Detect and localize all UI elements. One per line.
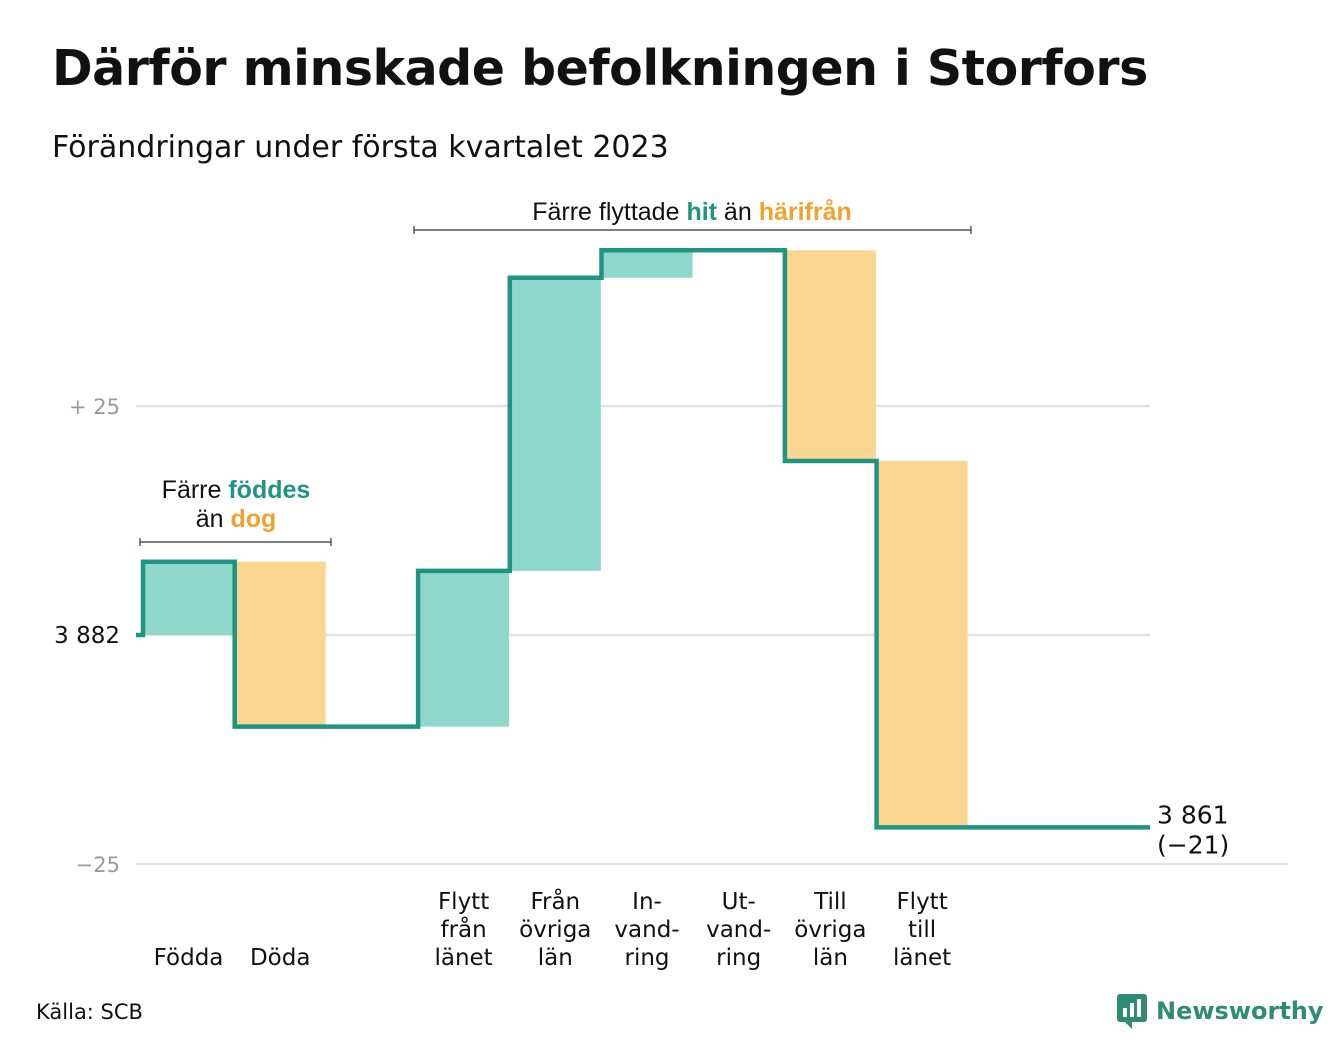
category-label: till: [908, 917, 936, 943]
chart-title: Därför minskade befolkningen i Storfors: [52, 40, 1148, 97]
waterfall-bar: [876, 460, 968, 828]
y-tick-label: + 25: [69, 395, 120, 419]
annotation-emphasis: föddes: [228, 476, 310, 504]
annotation-text: Färre: [162, 476, 229, 504]
category-label: Från: [530, 887, 580, 915]
waterfall-step-line: [136, 248, 1150, 830]
annotation-births-line1: Färre föddes: [162, 476, 311, 504]
category-label: från: [440, 915, 486, 943]
category-label: län: [813, 945, 848, 971]
annotation-emphasis: hit: [686, 198, 717, 226]
y-tick-label: 3 882: [54, 623, 120, 649]
category-label: ring: [624, 945, 669, 971]
category-label: länet: [434, 945, 492, 971]
waterfall-bar: [601, 250, 693, 278]
category-label: övriga: [794, 917, 866, 943]
annotation-births-line2: än dog: [196, 505, 277, 533]
chart-subtitle: Förändringar under första kvartalet 2023: [52, 130, 669, 165]
category-label: In-: [632, 889, 662, 915]
annotation-text: Färre flyttade: [532, 198, 686, 226]
category-label: länet: [893, 945, 951, 971]
category-label: Flytt: [896, 889, 947, 915]
annotation-migration: Färre flyttade hit än härifrån: [532, 198, 852, 226]
end-change-label: (−21): [1157, 830, 1229, 859]
category-label: Döda: [250, 945, 310, 971]
category-label: Flytt: [438, 889, 489, 915]
annotation-emphasis: härifrån: [759, 198, 852, 226]
category-label: län: [538, 945, 573, 971]
waterfall-bar: [143, 561, 234, 635]
waterfall-bar: [784, 250, 876, 461]
annotation-emphasis: dog: [230, 505, 276, 533]
newsworthy-logo: Newsworthy: [1116, 993, 1324, 1029]
source-note: Källa: SCB: [36, 1000, 143, 1024]
y-tick-label: −25: [76, 853, 120, 877]
category-label: Födda: [154, 945, 224, 971]
category-label: övriga: [519, 917, 591, 943]
annotation-text: än: [717, 198, 759, 226]
end-value-label: 3 861: [1157, 800, 1229, 829]
category-label: Till: [813, 889, 847, 915]
category-label: vand-: [706, 917, 771, 943]
logo-text: Newsworthy: [1156, 997, 1324, 1025]
waterfall-bar: [234, 561, 326, 727]
chart-bubble-icon: [1117, 994, 1147, 1029]
annotation-text: än: [196, 505, 231, 533]
category-label: vand-: [614, 917, 679, 943]
waterfall-bar: [418, 570, 510, 727]
category-label: Ut-: [722, 889, 756, 915]
category-label: ring: [716, 945, 761, 971]
waterfall-bar: [509, 277, 601, 571]
